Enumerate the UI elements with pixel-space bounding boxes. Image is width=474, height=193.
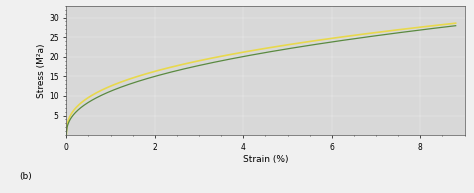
numerical tensile par 2d agave — [191, 65, 197, 68]
numerical tensile par 2d agave — [427, 28, 432, 30]
numerical tensile par 2d agave — [88, 100, 93, 102]
Y-axis label: Stress (M²a): Stress (M²a) — [37, 43, 46, 98]
experimental tensile par 7d agave — [88, 95, 93, 97]
experimental tensile par 7d agave — [440, 23, 446, 26]
experimental tensile par 7d agave — [453, 22, 458, 24]
numerical tensile par 2d agave — [374, 35, 379, 37]
Line: numerical tensile par 2d agave: numerical tensile par 2d agave — [66, 26, 456, 135]
experimental tensile par 7d agave — [374, 31, 379, 34]
numerical tensile par 2d agave — [136, 80, 141, 82]
X-axis label: Strain (%): Strain (%) — [243, 155, 288, 163]
numerical tensile par 2d agave — [440, 26, 446, 28]
experimental tensile par 7d agave — [427, 25, 432, 27]
numerical tensile par 2d agave — [64, 134, 69, 136]
Text: (b): (b) — [19, 173, 32, 181]
numerical tensile par 2d agave — [453, 25, 458, 27]
Line: experimental tensile par 7d agave: experimental tensile par 7d agave — [66, 23, 456, 135]
experimental tensile par 7d agave — [64, 134, 69, 136]
experimental tensile par 7d agave — [136, 75, 141, 77]
experimental tensile par 7d agave — [191, 61, 197, 63]
